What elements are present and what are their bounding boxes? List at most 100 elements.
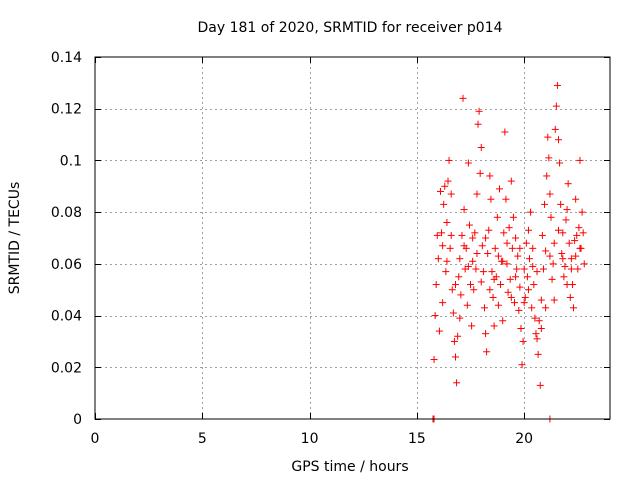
data-point [460, 206, 468, 214]
data-point [471, 229, 479, 237]
data-point [469, 257, 477, 265]
data-point [509, 213, 517, 221]
data-point [475, 107, 483, 115]
data-point [477, 144, 485, 151]
data-point [433, 231, 441, 239]
data-point [443, 218, 451, 226]
data-point [493, 213, 501, 221]
data-point [521, 293, 529, 301]
data-point [468, 322, 476, 330]
data-point [529, 244, 537, 252]
data-point [483, 348, 491, 356]
data-point [499, 257, 507, 265]
data-point [469, 234, 477, 242]
data-point [494, 252, 502, 260]
data-point [485, 226, 493, 234]
data-point [559, 255, 567, 263]
data-point [564, 180, 572, 188]
tick-labels: 0 5 10 15 20 0 0.02 0.04 0.06 0.08 0.1 0.12 0.14 [51, 50, 533, 447]
data-point [555, 136, 562, 144]
data-point [518, 361, 526, 369]
data-point [477, 278, 485, 286]
data-point [495, 185, 503, 193]
data-point [575, 224, 583, 232]
data-point [436, 187, 444, 195]
x-tick-label: 10 [301, 431, 319, 447]
data-point [512, 234, 520, 242]
data-point [507, 293, 515, 301]
data-point [524, 286, 532, 294]
data-point [516, 283, 524, 291]
y-tick-label: 0.14 [51, 50, 82, 66]
x-axis-label: GPS time / hours [291, 459, 408, 475]
data-point [443, 257, 451, 265]
data-point [484, 250, 492, 258]
data-point [490, 322, 498, 330]
data-point [504, 288, 512, 296]
data-point [576, 156, 584, 164]
data-points [429, 81, 588, 423]
data-point [576, 244, 584, 252]
data-point [472, 265, 480, 273]
plot-frame [94, 56, 611, 420]
data-point [566, 293, 574, 301]
data-point [537, 325, 545, 332]
data-point [555, 226, 562, 234]
data-point [542, 304, 550, 312]
y-tick-label: 0.02 [51, 360, 82, 376]
data-point [543, 172, 551, 180]
data-point [434, 255, 442, 263]
data-point [556, 159, 564, 167]
data-point [528, 304, 536, 312]
data-point [453, 379, 461, 387]
y-tick-label: 0.12 [51, 102, 82, 118]
data-point [440, 200, 448, 208]
data-point [460, 242, 468, 250]
data-point [447, 190, 455, 198]
data-point [537, 296, 545, 304]
data-point [570, 304, 578, 312]
data-point [439, 242, 447, 250]
data-point [447, 231, 455, 239]
y-tick-label: 0.1 [60, 153, 82, 169]
data-point [514, 252, 522, 260]
data-point [473, 250, 481, 258]
data-point [516, 244, 524, 252]
data-point [474, 120, 482, 128]
data-point [550, 296, 558, 304]
data-point [448, 286, 456, 294]
data-point [438, 229, 446, 237]
data-point [535, 317, 543, 325]
data-point [467, 281, 475, 289]
data-point [553, 81, 561, 89]
data-point [511, 299, 519, 307]
data-point [542, 247, 550, 255]
data-point [487, 195, 495, 203]
data-point [546, 252, 554, 260]
data-point [573, 231, 581, 239]
data-point [557, 200, 565, 208]
data-point [519, 337, 527, 345]
data-point [578, 208, 586, 216]
data-point [551, 125, 559, 133]
data-point [544, 133, 552, 141]
data-point [561, 262, 569, 270]
data-point [463, 301, 471, 309]
data-point [449, 309, 457, 317]
data-point [541, 200, 549, 208]
data-point [580, 260, 588, 268]
data-point [465, 221, 473, 229]
data-point [476, 169, 484, 177]
x-tick-label: 0 [91, 431, 100, 447]
data-point [455, 273, 463, 281]
data-point [497, 281, 505, 289]
data-point [435, 327, 443, 335]
data-point [563, 206, 571, 214]
x-tick-label: 20 [515, 431, 533, 447]
data-point [430, 356, 438, 364]
data-point [458, 231, 466, 239]
data-point [560, 273, 568, 281]
data-point [533, 335, 541, 343]
data-point [486, 286, 494, 294]
